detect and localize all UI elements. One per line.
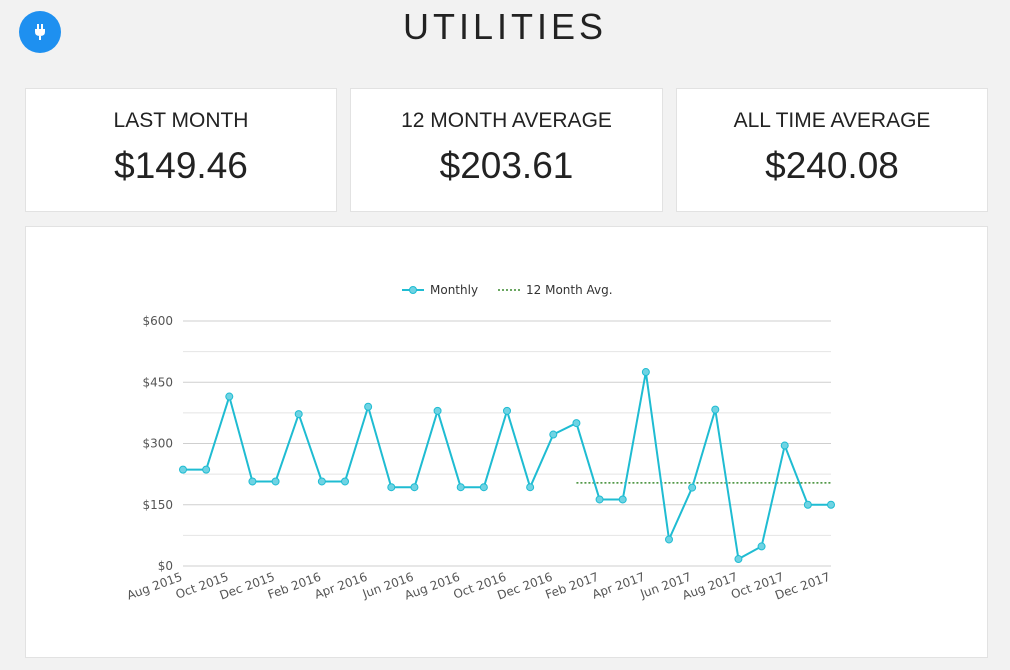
chart-panel: $0 $150 $300 $450 $600 Aug 2015 Oct 2015 Dec 2… (25, 226, 988, 658)
monthly-data-point[interactable] (479, 483, 488, 492)
last-month-label: LAST MONTH (113, 109, 249, 132)
monthly-series-line (183, 371, 831, 561)
y-tick-label: $150 (142, 498, 173, 512)
twelve-month-average-label: 12 MONTH AVERAGE (401, 109, 612, 132)
monthly-data-point[interactable] (503, 406, 511, 415)
monthly-data-point[interactable] (317, 477, 326, 486)
last-month-value: $149.46 (114, 145, 248, 186)
last-month-card: LAST MONTH $149.46 (25, 88, 337, 212)
page-title: UTILITIES (402, 6, 608, 47)
x-tick-label: Apr 2016 (313, 570, 370, 602)
monthly-data-point[interactable] (618, 495, 627, 504)
app-icon[interactable] (19, 11, 61, 53)
monthly-data-point[interactable] (827, 500, 835, 509)
monthly-data-point[interactable] (225, 392, 234, 401)
monthly-data-point[interactable] (711, 405, 720, 414)
y-tick-label: $0 (158, 559, 173, 573)
plug-icon (35, 24, 45, 40)
y-axis-labels: $0 $150 $300 $450 $600 (142, 314, 173, 573)
monthly-data-point[interactable] (364, 402, 373, 411)
monthly-data-point[interactable] (248, 477, 257, 486)
monthly-data-point[interactable] (688, 483, 697, 492)
monthly-data-point[interactable] (387, 483, 396, 492)
monthly-data-point[interactable] (572, 419, 581, 428)
legend-monthly-marker (409, 286, 417, 294)
monthly-data-point[interactable] (271, 477, 280, 486)
monthly-data-point[interactable] (595, 495, 604, 504)
monthly-data-point[interactable] (294, 410, 303, 419)
monthly-data-point[interactable] (433, 406, 442, 415)
y-tick-label: $450 (142, 375, 173, 389)
chart-legend: Monthly 12 Month Avg. (402, 283, 613, 297)
monthly-data-point[interactable] (179, 465, 187, 474)
series-layer (179, 368, 835, 564)
x-tick-label: Aug 2015 (125, 570, 184, 603)
monthly-data-point[interactable] (665, 535, 673, 544)
y-tick-label: $600 (142, 314, 173, 328)
monthly-data-point[interactable] (549, 430, 558, 439)
x-tick-label: Feb 2017 (544, 570, 601, 602)
monthly-data-point[interactable] (341, 477, 349, 486)
twelve-month-average-card: 12 MONTH AVERAGE $203.61 (350, 88, 663, 212)
monthly-data-point[interactable] (780, 441, 789, 450)
monthly-data-point[interactable] (734, 555, 743, 564)
legend-monthly-label[interactable]: Monthly (430, 283, 478, 297)
monthly-data-point[interactable] (526, 483, 535, 492)
x-tick-label: Apr 2017 (590, 570, 647, 602)
x-tick-label: Feb 2016 (266, 570, 323, 602)
all-time-average-label: ALL TIME AVERAGE (733, 109, 931, 132)
y-tick-label: $300 (142, 437, 173, 451)
monthly-data-point[interactable] (641, 368, 650, 377)
legend-avg-label[interactable]: 12 Month Avg. (526, 283, 613, 297)
all-time-average-card: ALL TIME AVERAGE $240.08 (676, 88, 988, 212)
twelve-month-average-value: $203.61 (439, 145, 574, 186)
monthly-data-point[interactable] (202, 465, 211, 474)
all-time-average-value: $240.08 (765, 145, 899, 186)
monthly-data-point[interactable] (456, 483, 465, 492)
monthly-data-point[interactable] (757, 542, 766, 551)
monthly-data-point[interactable] (803, 500, 812, 509)
monthly-data-point[interactable] (410, 483, 419, 492)
